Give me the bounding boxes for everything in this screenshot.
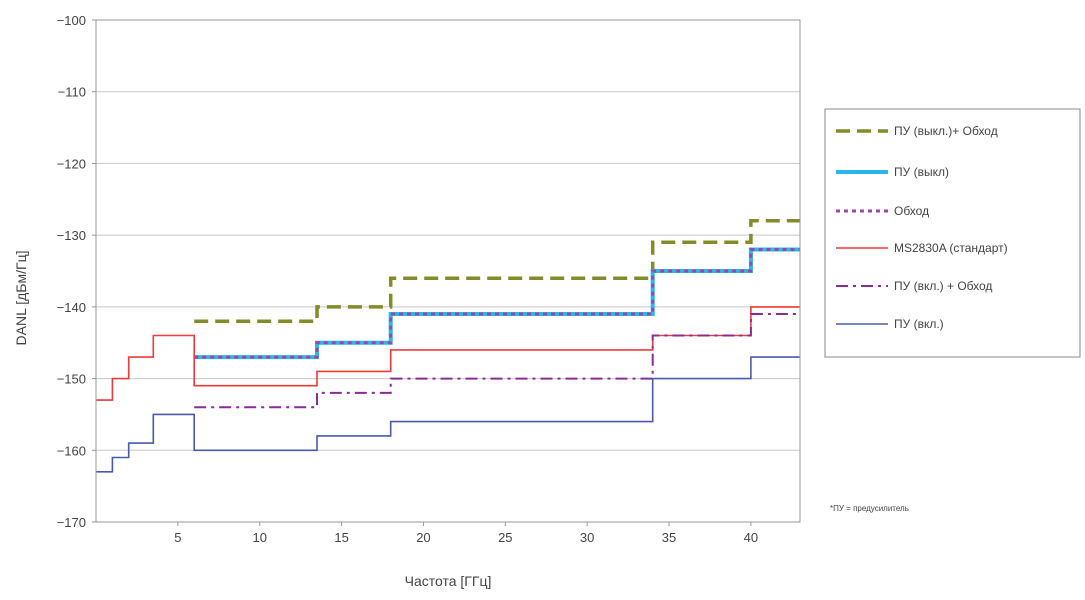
legend-entry-label: MS2830A (стандарт)	[894, 241, 1008, 255]
x-tick-label: 15	[334, 530, 348, 545]
x-axis-label: Частота [ГГц]	[405, 573, 492, 589]
series-line-4	[96, 306, 800, 401]
legend-entry-label: ПУ (вкл.) + Обход	[894, 279, 992, 293]
y-tick-label: −130	[57, 228, 86, 243]
legend: ПУ (выкл.)+ Обход ПУ (выкл) Обход MS2830A (…	[824, 108, 1081, 358]
x-tick-label: 35	[662, 530, 676, 545]
series-line-3	[194, 248, 800, 359]
footnote: *ПУ = предусилитель	[830, 504, 909, 513]
plot-frame	[95, 19, 801, 523]
legend-entry-label: Обход	[894, 204, 929, 218]
y-tick-label: −150	[57, 372, 86, 387]
series-line-2	[194, 247, 800, 360]
legend-box	[824, 108, 1081, 358]
y-tick-label: −140	[57, 300, 86, 315]
x-tick-label: 25	[498, 530, 512, 545]
y-tick-label: −170	[57, 515, 86, 530]
series-layer	[96, 219, 800, 473]
series-line-5	[194, 313, 800, 409]
y-tick-label: −120	[57, 156, 86, 171]
x-tick-label: 10	[252, 530, 266, 545]
x-tick-label: 30	[580, 530, 594, 545]
series-line-6	[96, 356, 800, 473]
legend-entry-label: ПУ (выкл.)+ Обход	[894, 124, 998, 138]
legend-entry-label: ПУ (выкл)	[894, 165, 949, 179]
x-tick-label: 20	[416, 530, 430, 545]
x-tick-label: 40	[744, 530, 758, 545]
y-tick-label: −160	[57, 443, 86, 458]
y-axis-label: DANL [дБм/Гц]	[13, 251, 29, 346]
tick-labels: −100 −110 −120 −130 −140 −150 −160 −170 5 10 15 20 2…	[57, 13, 758, 545]
y-tick-label: −110	[58, 85, 86, 100]
legend-entry-label: ПУ (вкл.)	[894, 317, 944, 331]
series-line-1	[194, 219, 800, 323]
x-tick-label: 5	[174, 530, 181, 545]
y-tick-label: −100	[57, 13, 86, 28]
